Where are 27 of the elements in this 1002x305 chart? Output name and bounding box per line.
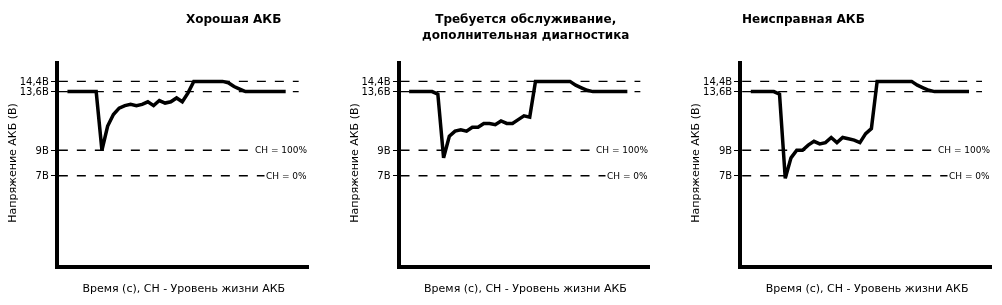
y-axis-title: Напряжение АКБ (В) — [689, 103, 703, 223]
y-tick-label: 9В — [718, 144, 733, 156]
x-axis-title: Время (с), СН - Уровень жизни АКБ — [82, 282, 286, 296]
chart-title: Неисправная АКБ — [742, 12, 865, 26]
annotation: СН = 0% — [266, 171, 308, 181]
chart-title: Хорошая АКБ — [186, 12, 282, 26]
y-tick-label: 9В — [35, 144, 49, 156]
y-tick-label: 7В — [718, 170, 733, 182]
annotation: СН = 0% — [607, 171, 649, 181]
y-axis-title: Напряжение АКБ (В) — [5, 103, 19, 223]
annotation: СН = 100% — [596, 145, 649, 155]
y-tick-label: 7В — [35, 170, 49, 182]
annotation: СН = 100% — [255, 145, 308, 155]
y-tick-label: 7В — [377, 170, 391, 182]
y-tick-label: 13,6В — [703, 86, 733, 98]
y-tick-label: 13,6В — [19, 86, 49, 98]
y-tick-label: 14,4В — [19, 75, 49, 87]
x-axis-title: Время (с), СН - Уровень жизни АКБ — [424, 282, 627, 296]
chart-title: Требуется обслуживание, дополнительная диагностика — [422, 12, 630, 42]
y-tick-label: 9В — [377, 144, 391, 156]
y-tick-label: 14,4В — [703, 75, 733, 87]
annotation: СН = 0% — [949, 171, 991, 181]
x-axis-title: Время (с), СН - Уровень жизни АКБ — [765, 282, 969, 296]
y-tick-label: 14,4В — [361, 75, 391, 87]
y-tick-label: 13,6В — [361, 86, 391, 98]
y-axis-title: Напряжение АКБ (В) — [347, 103, 361, 223]
annotation: СН = 100% — [938, 145, 991, 155]
